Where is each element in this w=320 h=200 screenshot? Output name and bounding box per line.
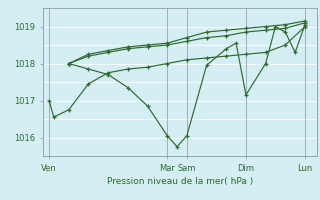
X-axis label: Pression niveau de la mer( hPa ): Pression niveau de la mer( hPa ) (107, 177, 253, 186)
